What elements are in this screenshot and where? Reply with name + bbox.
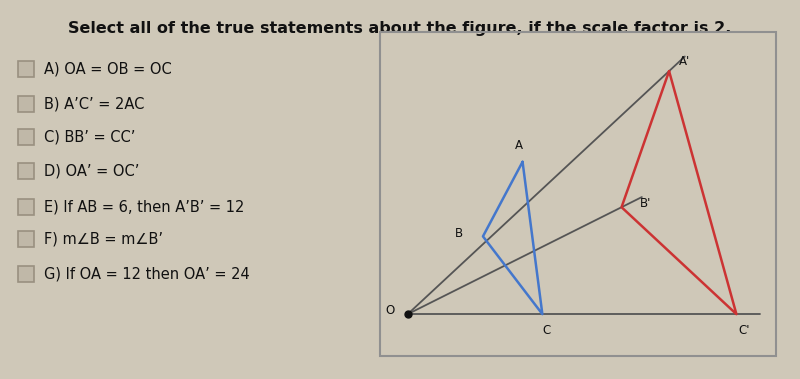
- Bar: [18, 96, 34, 112]
- Text: G) If OA = 12 then OA’ = 24: G) If OA = 12 then OA’ = 24: [44, 266, 250, 282]
- Text: D) OA’ = OC’: D) OA’ = OC’: [44, 163, 139, 179]
- Text: F) m∠B = m∠B’: F) m∠B = m∠B’: [44, 232, 163, 246]
- Bar: [18, 129, 34, 145]
- Bar: [18, 266, 34, 282]
- Text: A) OA = OB = OC: A) OA = OB = OC: [44, 61, 172, 77]
- Bar: [18, 199, 34, 215]
- Text: Select all of the true statements about the figure, if the scale factor is 2.: Select all of the true statements about …: [68, 21, 732, 36]
- Text: O: O: [386, 304, 394, 317]
- Text: B: B: [455, 227, 463, 240]
- Text: C: C: [542, 324, 550, 337]
- Text: C) BB’ = CC’: C) BB’ = CC’: [44, 130, 135, 144]
- Bar: [18, 163, 34, 179]
- Text: A: A: [514, 139, 522, 152]
- Bar: [18, 61, 34, 77]
- Bar: [18, 231, 34, 247]
- Text: C': C': [738, 324, 750, 337]
- Text: E) If AB = 6, then A’B’ = 12: E) If AB = 6, then A’B’ = 12: [44, 199, 244, 215]
- Text: B) A’C’ = 2AC: B) A’C’ = 2AC: [44, 97, 144, 111]
- Text: A': A': [679, 55, 690, 68]
- Text: B': B': [640, 197, 651, 210]
